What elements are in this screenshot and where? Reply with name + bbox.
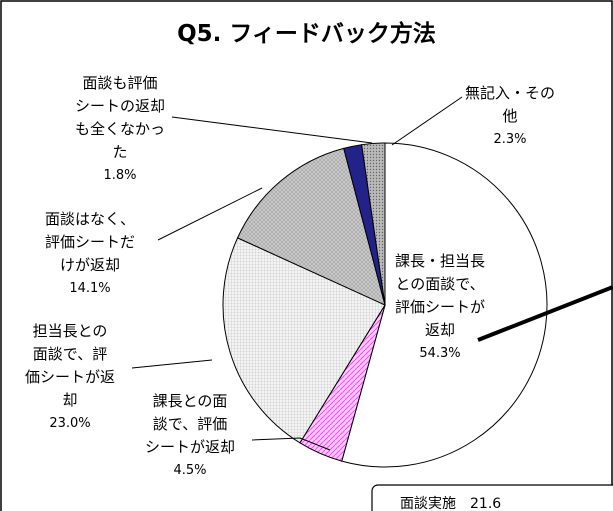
pie-slice xyxy=(361,142,386,306)
pie-slice xyxy=(222,237,386,444)
value-label: 54.3% xyxy=(419,346,461,361)
category-label: 面談も評価 シートの返却 も全くなかっ た xyxy=(74,74,165,161)
category-label: 課長・担当長 との面談で、 評価シートが 返却 xyxy=(394,252,485,339)
slice-label: 無記入・その 他 2.3% xyxy=(435,82,585,151)
value-label: 4.5% xyxy=(173,463,207,478)
leader-line xyxy=(251,437,331,451)
category-label: 無記入・その 他 xyxy=(464,84,555,125)
slice-label: 担当長との 面談で、評 価シートが返 却 23.0% xyxy=(0,320,145,435)
value-label: 1.8% xyxy=(103,168,137,183)
slice-label: 課長・担当長 との面談で、 評価シートが 返却 54.3% xyxy=(365,250,515,365)
category-label: 面談はなく、 評価シートだ けが返却 xyxy=(44,210,135,274)
category-label: 課長との面 談で、評価 シートが返却 xyxy=(144,392,235,456)
pie xyxy=(222,142,548,468)
leader-line xyxy=(157,187,263,241)
callout-text: 面談実施 21.6 xyxy=(400,496,502,511)
leader-line xyxy=(171,116,373,144)
callout-box xyxy=(371,484,613,511)
slice-label: 面談も評価 シートの返却 も全くなかっ た 1.8% xyxy=(45,72,195,187)
leader-lines xyxy=(131,96,463,451)
chart-title: Q5. フィードバック方法 xyxy=(177,21,436,47)
pie-slice xyxy=(341,142,548,468)
category-label: 担当長との 面談で、評 価シートが返 却 xyxy=(24,322,115,409)
value-label: 2.3% xyxy=(493,132,527,147)
slice-label: 課長との面 談で、評価 シートが返却 4.5% xyxy=(115,390,265,482)
leader-line xyxy=(131,359,213,369)
value-label: 23.0% xyxy=(49,416,91,431)
value-label: 14.1% xyxy=(69,281,111,296)
leader-line xyxy=(391,96,463,146)
callout-line xyxy=(477,285,613,342)
pie-slice xyxy=(236,147,386,306)
slice-label: 面談はなく、 評価シートだ けが返却 14.1% xyxy=(15,208,165,300)
